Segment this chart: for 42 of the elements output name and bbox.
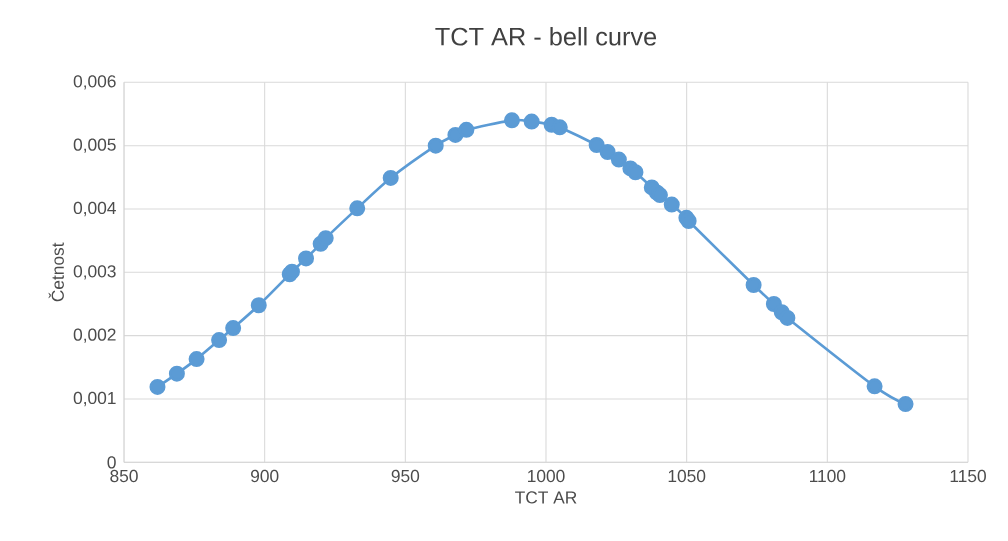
point <box>503 112 520 129</box>
point <box>317 230 334 247</box>
point <box>523 113 540 130</box>
y-tick-label: 0,006 <box>73 75 116 90</box>
point <box>897 396 914 413</box>
point <box>382 169 399 186</box>
x-tick-label: 850 <box>110 469 138 483</box>
x-tick-label: 1050 <box>668 469 706 483</box>
point <box>458 121 475 138</box>
chart-title: TCT AR - bell curve <box>435 27 657 46</box>
point <box>663 196 680 213</box>
point <box>149 378 166 395</box>
point <box>745 276 762 293</box>
y-tick-label: 0 <box>107 456 116 469</box>
point <box>168 365 185 382</box>
point <box>610 151 627 168</box>
point <box>427 137 444 154</box>
y-tick-label: 0,002 <box>73 328 116 343</box>
y-tick-label: 0,001 <box>73 391 116 407</box>
point <box>599 143 616 160</box>
x-tick-label: 1100 <box>810 469 846 483</box>
y-tick-label: 0,003 <box>73 265 116 280</box>
x-tick-label: 1000 <box>528 469 565 483</box>
y-tick-label: 0,005 <box>73 138 116 153</box>
x-tick-label: 1150 <box>950 469 986 483</box>
y-axis-title: Četnost <box>48 242 64 302</box>
y-tick-label: 0,004 <box>73 201 116 217</box>
point <box>588 137 605 154</box>
x-tick-label: 950 <box>391 469 420 483</box>
point <box>551 119 568 136</box>
point <box>225 320 242 337</box>
point <box>250 297 267 314</box>
x-tick-label: 900 <box>251 469 279 483</box>
point <box>627 164 644 181</box>
point <box>779 309 796 326</box>
point <box>188 351 205 368</box>
point <box>298 250 315 267</box>
point <box>349 200 366 217</box>
point <box>866 378 883 395</box>
x-axis-title: TCT AR <box>515 491 577 504</box>
point <box>211 332 228 349</box>
point <box>680 213 697 230</box>
